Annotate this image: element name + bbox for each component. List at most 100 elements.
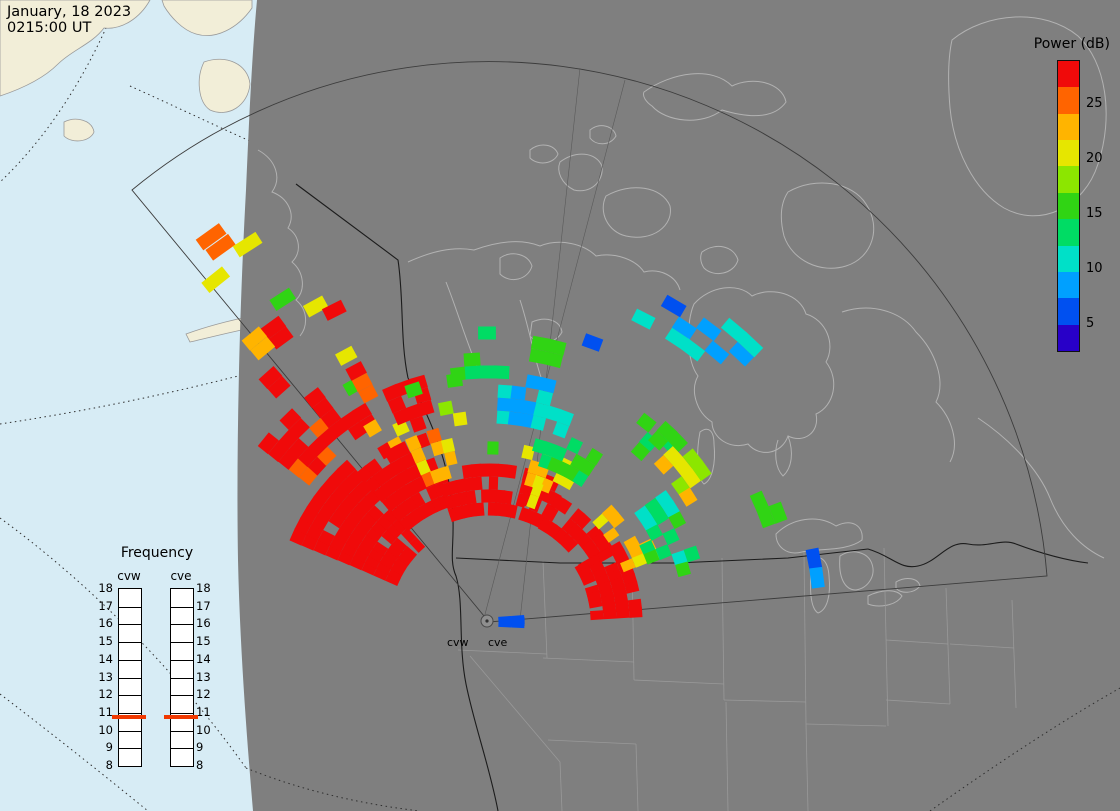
frequency-tick-line xyxy=(171,624,193,626)
radar-echo-cell xyxy=(488,489,498,503)
radar-echo-cell xyxy=(410,447,427,464)
state-border xyxy=(805,723,809,811)
radar-echo-cell xyxy=(550,494,566,511)
radar-echo-cell xyxy=(425,484,440,501)
radar-echo-cell xyxy=(662,528,680,546)
radar-echo-cell xyxy=(535,389,554,406)
frequency-tick-line xyxy=(171,606,193,608)
radar-echo-cell xyxy=(317,529,335,547)
radar-echo-cell xyxy=(430,440,446,457)
radar-echo-cell xyxy=(539,477,554,494)
colorbar-segment xyxy=(1058,87,1079,114)
radar-echo-cell xyxy=(351,503,369,520)
colorbar-tick-label: 25 xyxy=(1086,95,1103,111)
colorbar-segment xyxy=(1058,324,1079,351)
radar-echo-cell xyxy=(592,513,609,530)
radar-echo-cell xyxy=(352,402,372,422)
frequency-tick-line xyxy=(119,748,141,750)
radar-echo-cell xyxy=(361,511,378,529)
radar-echo-cell xyxy=(496,410,511,425)
radar-echo-cell xyxy=(411,492,426,508)
radar-echo-cell xyxy=(349,556,366,571)
radar-echo-cell xyxy=(589,560,605,575)
radar-echo-cell xyxy=(364,458,383,477)
radar-echo-cell xyxy=(737,332,764,358)
radar-echo-cell xyxy=(509,398,525,414)
time-text: 0215:00 UT xyxy=(7,20,92,36)
radar-echo-cell xyxy=(364,554,381,569)
frequency-tick-label: 11 xyxy=(196,704,211,719)
radar-echo-cell xyxy=(530,481,544,498)
radar-echo-cell xyxy=(431,496,445,513)
radar-echo-cell xyxy=(728,341,754,367)
radar-echo-cell xyxy=(195,223,227,251)
radar-echo-cell xyxy=(404,480,420,497)
frequency-tick-line xyxy=(171,659,193,661)
frequency-panel-title: Frequency xyxy=(120,545,194,561)
frequency-marker xyxy=(112,715,146,719)
colorbar-body: 25 20 15 10 5 xyxy=(1008,60,1120,352)
radar-echo-cell xyxy=(387,566,404,581)
radar-echo-cell xyxy=(551,444,568,462)
radar-echo-cell xyxy=(438,465,452,481)
radar-echo-cell xyxy=(426,427,442,444)
state-border xyxy=(542,657,635,663)
radar-label-cve: cve xyxy=(488,636,508,649)
radar-echo-cell xyxy=(364,475,382,493)
radar-echo-cell xyxy=(510,385,527,401)
lake-outline xyxy=(775,518,863,554)
radar-echo-cell xyxy=(323,494,342,513)
state-border xyxy=(457,649,548,655)
radar-echo-cell xyxy=(624,581,640,594)
radar-echo-cell xyxy=(232,231,263,258)
radar-echo-cell xyxy=(488,476,499,490)
radar-echo-cell xyxy=(580,572,596,586)
radar-echo-cell xyxy=(396,485,412,502)
radar-echo-cell xyxy=(671,550,688,567)
radar-echo-cell xyxy=(363,419,382,438)
radar-echo-cell xyxy=(497,384,513,399)
radar-echo-cell xyxy=(403,496,419,513)
frequency-tick-label: 8 xyxy=(196,758,204,772)
radar-echo-cell xyxy=(660,294,687,318)
radar-echo-cell xyxy=(455,478,468,493)
frequency-tick-label: 16 xyxy=(196,616,211,631)
radar-echo-cell xyxy=(334,502,352,520)
frequency-tick-line xyxy=(171,677,193,679)
radar-echo-cell xyxy=(357,495,375,513)
radar-echo-cell xyxy=(258,365,283,390)
radar-echo-cell xyxy=(257,432,279,455)
frequency-tick-label: 13 xyxy=(98,669,113,684)
state-border xyxy=(725,701,729,811)
state-border xyxy=(635,743,639,811)
radar-echo-cell xyxy=(538,376,557,394)
lake-outline xyxy=(499,253,533,281)
radar-echo-cell xyxy=(444,450,458,466)
radar-echo-cell xyxy=(590,610,604,621)
radar-echo-cell xyxy=(260,315,287,340)
radar-echo-cell xyxy=(562,537,579,553)
frequency-tick-label: 8 xyxy=(105,758,113,772)
frequency-tick-line xyxy=(119,659,141,661)
radar-echo-cell xyxy=(655,544,672,561)
radar-echo-cell xyxy=(392,518,408,534)
radar-echo-cell xyxy=(383,508,399,525)
island-outline xyxy=(700,245,739,275)
state-border xyxy=(945,587,951,705)
radar-echo-cell xyxy=(526,493,540,510)
state-border xyxy=(949,643,1015,649)
radar-echo-cell xyxy=(634,505,652,523)
night-region xyxy=(237,0,1120,811)
frequency-tick-label: 9 xyxy=(196,740,204,755)
radar-echo-cell xyxy=(465,490,477,505)
pacific-coastline xyxy=(407,377,499,811)
radar-echo-cell xyxy=(397,550,414,567)
radar-echo-cell xyxy=(411,507,426,524)
frequency-tick-label: 13 xyxy=(196,669,211,684)
colorbar-tick-label: 10 xyxy=(1086,260,1103,276)
colorbar-ticks: 25 20 15 10 5 xyxy=(1086,60,1120,350)
radar-echo-cell xyxy=(393,441,411,459)
radar-echo-cell xyxy=(569,508,586,524)
radar-echo-cell xyxy=(529,511,544,528)
frequency-tick-label: 16 xyxy=(98,616,113,631)
